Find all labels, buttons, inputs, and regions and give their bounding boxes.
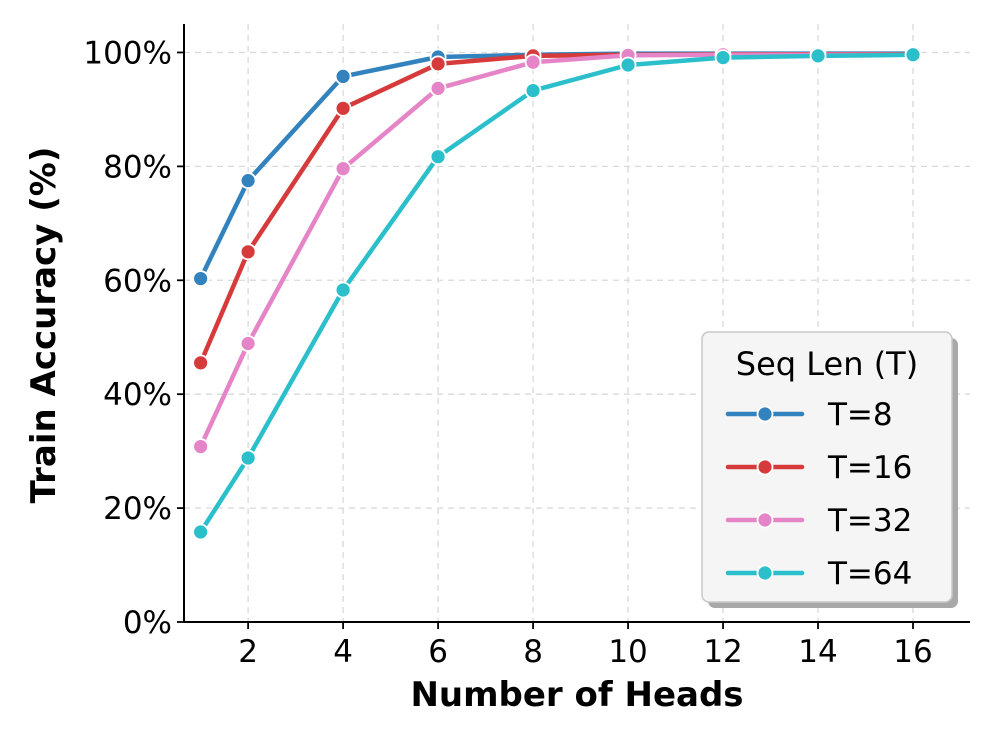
series-t-64 xyxy=(192,46,922,541)
legend-label: T=32 xyxy=(827,503,912,539)
x-axis-title: Number of Heads xyxy=(410,675,743,715)
legend-item-t-16: T=16 xyxy=(725,450,912,486)
data-point-t-32 xyxy=(239,335,257,352)
data-point-t-32 xyxy=(429,79,447,97)
data-point-t-64 xyxy=(619,56,637,74)
data-point-t-64 xyxy=(239,449,257,467)
data-point-t-8 xyxy=(239,172,257,190)
legend-label: T=64 xyxy=(827,556,912,592)
y-tick-label: 40% xyxy=(103,377,172,413)
legend-label: T=16 xyxy=(827,450,912,486)
data-point-t-8 xyxy=(334,67,352,85)
series-group xyxy=(192,45,922,541)
x-tick-label: 6 xyxy=(428,634,448,670)
data-point-t-16 xyxy=(192,354,210,372)
y-tick-label: 100% xyxy=(83,35,172,71)
data-point-t-16 xyxy=(334,99,352,117)
series-t-16 xyxy=(192,45,922,372)
data-point-t-32 xyxy=(524,53,542,71)
data-point-t-32 xyxy=(334,160,352,178)
data-point-t-64 xyxy=(904,46,922,64)
legend-title: Seq Len (T) xyxy=(736,345,918,383)
series-line-t-16 xyxy=(198,51,916,366)
data-point-t-64 xyxy=(714,49,732,67)
legend-marker xyxy=(756,458,774,476)
data-point-t-8 xyxy=(192,270,210,287)
data-point-t-64 xyxy=(524,82,542,100)
x-tick-label: 14 xyxy=(798,634,837,670)
y-tick-label: 0% xyxy=(123,605,172,641)
x-tick-label: 2 xyxy=(238,634,258,670)
data-point-t-16 xyxy=(239,243,257,261)
y-tick-label: 60% xyxy=(103,263,172,299)
y-tick-label: 20% xyxy=(103,491,172,527)
legend: Seq Len (T) T=8 T=16 T=32 T=64 xyxy=(701,331,958,608)
y-tick-label: 80% xyxy=(103,149,172,185)
legend-marker xyxy=(756,511,774,529)
x-tick-label: 12 xyxy=(703,634,742,670)
x-tick-label: 16 xyxy=(893,634,932,670)
data-point-t-64 xyxy=(429,148,447,166)
x-tick-label: 8 xyxy=(523,634,543,670)
data-point-t-32 xyxy=(192,438,210,455)
y-axis-title: Train Accuracy (%) xyxy=(24,147,64,504)
legend-items: T=8 T=16 T=32 T=64 xyxy=(725,397,912,592)
legend-item-t-32: T=32 xyxy=(725,503,912,539)
data-point-t-64 xyxy=(334,281,352,299)
legend-marker xyxy=(756,405,774,423)
data-point-t-64 xyxy=(809,47,827,65)
axes xyxy=(183,24,970,623)
ticks: 2 4 6 8 10 12 14 16 0% 20% 40% 60% 80% 100% xyxy=(83,35,932,670)
legend-item-t-64: T=64 xyxy=(725,556,912,592)
x-tick-label: 10 xyxy=(608,634,647,670)
data-point-t-64 xyxy=(192,523,210,541)
legend-marker xyxy=(756,564,774,582)
x-tick-label: 4 xyxy=(333,634,353,670)
legend-item-t-8: T=8 xyxy=(725,397,893,433)
legend-label: T=8 xyxy=(827,397,893,433)
legend-box xyxy=(701,331,953,603)
data-point-t-16 xyxy=(429,55,447,73)
